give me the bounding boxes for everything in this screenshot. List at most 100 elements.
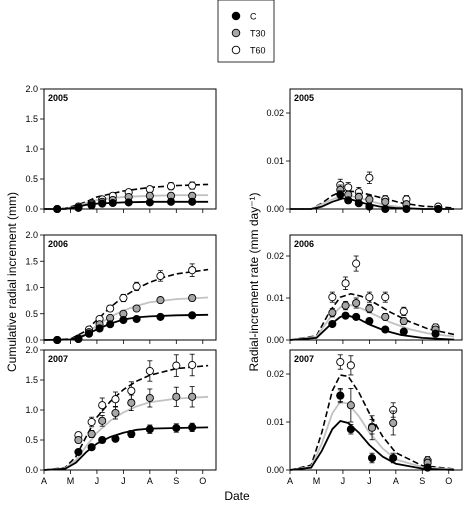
point-c (95, 324, 104, 333)
point-c (108, 198, 117, 208)
curve-t30 (43, 395, 209, 471)
point-t30 (341, 301, 350, 310)
point-c (98, 199, 107, 208)
point-c (53, 204, 62, 214)
y-tick-label: 0.02 (266, 369, 284, 379)
point-t60 (119, 293, 128, 303)
point-t30 (87, 429, 96, 439)
curve-c (43, 426, 209, 471)
panel-frame (289, 234, 463, 341)
x-tick-label: A (393, 476, 399, 486)
point-c (188, 197, 197, 206)
right-y-axis-label: Radial-increment rate (mm day⁻¹) (247, 192, 261, 371)
panels: 0.00.51.01.52.020050.00.51.01.52.020060.… (25, 84, 463, 486)
x-tick-label: M (313, 476, 321, 486)
legend-marker-t60 (231, 45, 241, 55)
y-tick-label: 1.0 (25, 283, 38, 293)
panel-cumulative-2005: 0.0 0.5 1.0 1.5 2.0 2005 (25, 84, 217, 214)
point-t60 (106, 304, 115, 313)
point-c (87, 443, 96, 452)
x-tick-label: O (445, 476, 452, 486)
point-t60 (346, 361, 355, 370)
panel-cumulative-2006: 0.0 0.5 1.0 1.5 2.0 2006 (25, 230, 217, 345)
point-c (87, 201, 96, 210)
point-c (145, 198, 154, 207)
panel-year-label: 2006 (48, 239, 68, 249)
legend-marker-t30 (231, 28, 241, 38)
point-t30 (365, 195, 374, 204)
point-t30 (389, 418, 398, 428)
point-c (354, 199, 363, 208)
point-c (367, 453, 377, 463)
point-c (156, 312, 165, 321)
point-t30 (127, 398, 136, 407)
y-tick-label: 0.5 (25, 435, 38, 445)
x-tick-label: O (199, 476, 206, 486)
x-tick-label: J (95, 476, 100, 486)
y-tick-label: 0.0 (25, 335, 38, 345)
legend-label-c: C (250, 12, 257, 22)
point-c (166, 197, 176, 206)
panel-rate-2005: 0.00 0.01 0.02 2005 (266, 88, 463, 214)
point-c (434, 204, 443, 214)
y-tick-label: 0.02 (266, 108, 284, 118)
x-tick-label: S (419, 476, 425, 486)
panel-year-label: 2007 (294, 354, 314, 364)
point-t30 (381, 197, 390, 206)
point-c (132, 314, 141, 324)
point-t30 (352, 298, 361, 308)
point-c (127, 429, 136, 439)
point-c (365, 317, 374, 326)
point-t30 (188, 392, 197, 401)
point-c (381, 204, 390, 214)
legend-marker-c (231, 11, 241, 21)
point-t60 (188, 360, 197, 370)
point-c (124, 198, 133, 207)
point-c (98, 435, 107, 445)
point-t30 (145, 393, 154, 403)
y-tick-label: 0.01 (266, 293, 284, 303)
curve-t60 (43, 268, 209, 341)
point-c (328, 319, 337, 329)
legend-label-t60: T60 (250, 46, 266, 56)
point-c (111, 434, 120, 443)
point-c (119, 315, 128, 325)
x-tick-label: M (67, 476, 75, 486)
point-c (336, 391, 345, 400)
y-tick-label: 0.01 (266, 417, 284, 427)
point-t30 (399, 317, 408, 326)
point-c (84, 329, 94, 338)
point-t60 (188, 181, 197, 190)
point-c (74, 203, 83, 212)
y-tick-label: 1.5 (25, 256, 38, 266)
point-t30 (381, 312, 390, 321)
point-c (423, 463, 432, 472)
panel-year-label: 2007 (48, 354, 68, 364)
point-t30 (328, 308, 337, 317)
point-c (346, 425, 355, 434)
point-t60 (87, 417, 96, 427)
y-tick-label: 0.02 (266, 251, 284, 261)
point-c (188, 423, 197, 432)
legend: C T30 T60 (217, 0, 275, 63)
y-tick-label: 0.00 (266, 335, 284, 345)
y-tick-label: 0.5 (25, 174, 38, 184)
x-tick-label: S (173, 476, 179, 486)
panel-rate-2007: 0.00 0.01 0.02 A M J J A S O 2007 (266, 349, 463, 486)
panel-year-label: 2005 (294, 93, 314, 103)
point-t30 (172, 392, 181, 401)
y-tick-label: 0.0 (25, 204, 38, 214)
point-t30 (188, 293, 197, 303)
point-t60 (156, 271, 165, 281)
point-c (53, 335, 62, 345)
point-c (341, 311, 350, 320)
curve-t30 (289, 400, 455, 471)
y-tick-label: 1.0 (25, 405, 38, 415)
y-tick-label: 2.0 (25, 345, 38, 355)
y-tick-label: 2.0 (25, 230, 38, 240)
point-c (106, 320, 115, 329)
point-c (431, 329, 440, 338)
curve-t60 (289, 374, 455, 471)
legend-label-t30: T30 (250, 29, 266, 39)
